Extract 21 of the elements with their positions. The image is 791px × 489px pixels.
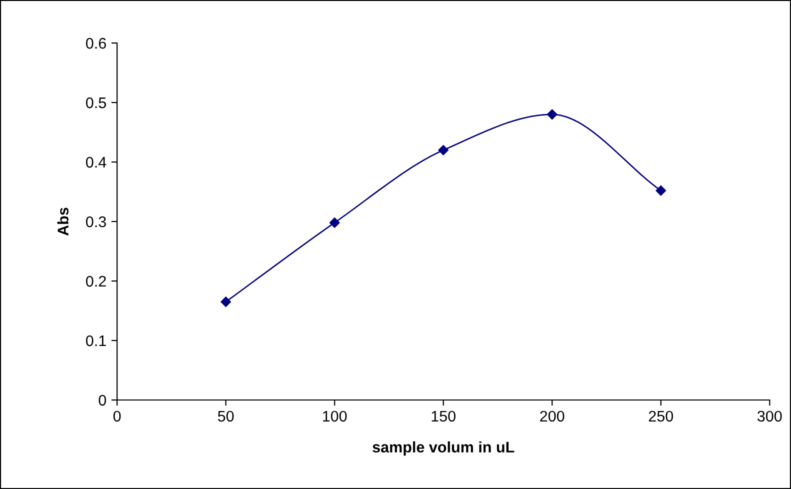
point <box>656 185 666 196</box>
x-tick-label: 250 <box>648 410 674 422</box>
point <box>547 109 558 120</box>
x-tick-label: 0 <box>113 410 121 422</box>
y-tick-label: 0.1 <box>86 335 106 346</box>
point <box>329 218 340 228</box>
y-tick-label: 0.5 <box>86 97 106 108</box>
y-tick-label: 0.6 <box>86 38 106 49</box>
y-tick-label: 0.2 <box>86 276 106 287</box>
x-axis-title: sample volum in uL <box>372 441 514 456</box>
y-axis-title: Abs <box>57 208 69 236</box>
x-tick-label: 300 <box>757 410 782 422</box>
point <box>438 145 448 156</box>
x-tick-label: 100 <box>323 410 347 422</box>
y-tick-label: 0 <box>98 394 106 406</box>
x-tick-label: 50 <box>218 410 234 422</box>
point <box>220 296 231 307</box>
x-tick-label: 150 <box>432 410 456 422</box>
y-tick-label: 0.4 <box>86 156 106 168</box>
y-tick-label: 0.3 <box>86 216 106 228</box>
x-tick-label: 200 <box>540 410 564 422</box>
